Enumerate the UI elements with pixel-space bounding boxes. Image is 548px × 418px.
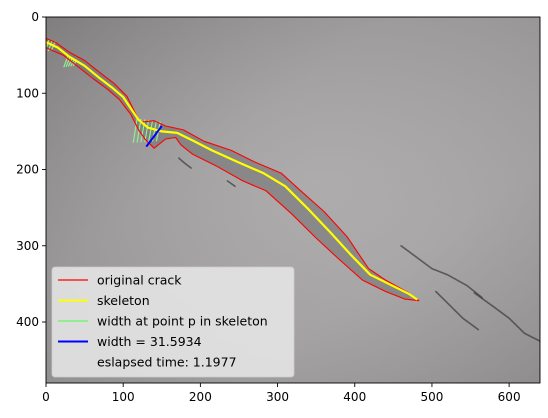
plot-frame bbox=[45, 16, 541, 384]
right-crack-3 bbox=[434, 290, 480, 331]
background-cracks bbox=[178, 157, 540, 342]
legend-box bbox=[51, 266, 295, 378]
legend-label-3: width = 31.5934 bbox=[97, 334, 202, 349]
crack-region bbox=[46, 38, 419, 301]
x-tick-label-300: 300 bbox=[266, 390, 289, 404]
series-layer bbox=[46, 37, 420, 302]
x-tick-label-200: 200 bbox=[189, 390, 212, 404]
width-line-0-0 bbox=[46, 38, 47, 41]
legend: original crack skeleton width at point p i… bbox=[51, 266, 295, 378]
width-line-1-2 bbox=[67, 57, 73, 67]
x-axis: 0 100 200 300 400 500 600 bbox=[42, 383, 521, 404]
x-tick-label-0: 0 bbox=[42, 390, 50, 404]
width-line-0-1 bbox=[46, 39, 50, 52]
small-crack-2 bbox=[226, 180, 236, 188]
x-tick-label-600: 600 bbox=[498, 390, 521, 404]
y-tick-label-400: 400 bbox=[16, 315, 39, 329]
plot-area bbox=[45, 16, 541, 384]
y-axis: 0 100 200 300 400 bbox=[16, 10, 46, 329]
y-tick-label-300: 300 bbox=[16, 239, 39, 253]
y-tick-label-100: 100 bbox=[16, 86, 39, 100]
right-crack-1 bbox=[400, 245, 483, 299]
small-crack-1 bbox=[178, 157, 192, 169]
series-width-measurement bbox=[145, 125, 163, 148]
y-tick-label-0: 0 bbox=[31, 10, 39, 24]
legend-label-4: eslapsed time: 1.1977 bbox=[97, 355, 237, 370]
width-line-2-0 bbox=[132, 118, 138, 143]
width-line-2-3 bbox=[144, 119, 150, 143]
right-crack-2 bbox=[473, 292, 540, 342]
y-tick-label-200: 200 bbox=[16, 163, 39, 177]
legend-label-0: original crack bbox=[97, 273, 182, 288]
series-skeleton bbox=[46, 41, 418, 301]
width-line-2-4 bbox=[148, 120, 154, 142]
width-line-1-1 bbox=[65, 57, 71, 68]
crack-interior bbox=[46, 38, 419, 301]
x-tick-label-500: 500 bbox=[420, 390, 443, 404]
x-tick-label-100: 100 bbox=[112, 390, 135, 404]
legend-label-1: skeleton bbox=[97, 293, 150, 308]
x-tick-label-400: 400 bbox=[343, 390, 366, 404]
legend-label-2: width at point p in skeleton bbox=[97, 314, 268, 329]
